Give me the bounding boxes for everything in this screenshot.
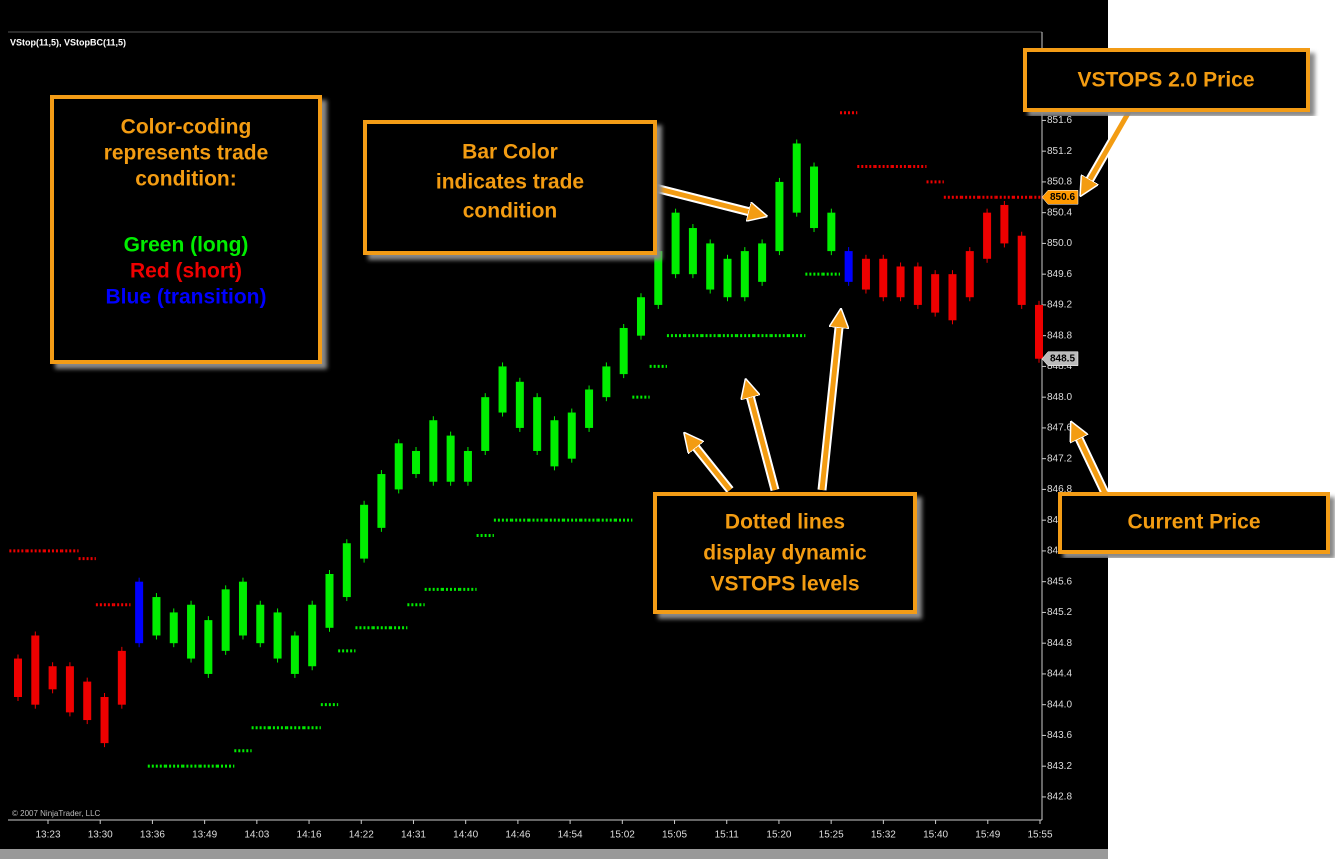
arrows [654,108,1133,495]
y-tick-label: 843.2 [1047,761,1072,772]
box-vstops-price [1023,48,1310,112]
box-text: VSTOPS levels [710,573,859,596]
x-tick-label: 14:03 [244,830,269,841]
y-tick-label: 846.8 [1047,484,1072,495]
y-tick-label: 847.6 [1047,423,1072,434]
x-tick-label: 14:46 [505,830,530,841]
y-tick-label: 851.2 [1047,146,1072,157]
x-tick-label: 13:49 [192,830,217,841]
indicator-header: VStop(11,5), VStopBC(11,5) [10,37,126,47]
y-tick-label: 845.2 [1047,607,1072,618]
box-text: represents trade [104,142,269,165]
y-tick-label: 842.8 [1047,792,1072,803]
x-tick-label: 15:25 [819,830,844,841]
x-tick-label: 15:32 [871,830,896,841]
chart-border [0,849,1108,859]
price-tag [1041,190,1079,205]
box-dotted [653,492,917,614]
box-condition [50,95,322,364]
x-tick-label: 15:40 [923,830,948,841]
y-tick-label: 849.6 [1047,269,1072,280]
box-text: Green (long) [124,234,249,257]
price-tag-label: 848.5 [1050,353,1075,364]
box-text: Dotted lines [725,511,845,534]
box-text: Blue (transition) [106,286,267,309]
box-text: Color-coding [121,116,252,139]
x-tick-label: 14:40 [453,830,478,841]
x-tick-label: 13:30 [88,830,113,841]
box-text: display dynamic [703,542,867,565]
y-tick-label: 848.0 [1047,392,1072,403]
x-tick-label: 15:55 [1027,830,1052,841]
y-tick-label: 850.8 [1047,177,1072,188]
x-tick-label: 14:54 [558,830,583,841]
box-text: Bar Color [462,141,558,164]
x-tick-label: 15:05 [662,830,687,841]
box-text: condition [463,200,557,223]
y-tick-label: 850.4 [1047,207,1072,218]
x-tick-label: 13:23 [35,830,60,841]
x-tick-label: 15:02 [610,830,635,841]
price-tag-label: 850.6 [1050,192,1075,203]
box-text: Current Price [1127,511,1260,534]
box-text: condition: [135,168,236,191]
copyright: © 2007 NinjaTrader, LLC [12,809,101,818]
y-tick-label: 848.4 [1047,361,1072,372]
x-tick-label: 14:31 [401,830,426,841]
plot: 842.8 843.2 843.6 844.0 844.4 844.8 845.2 845.6… [9,111,1079,841]
y-tick-label: 844.0 [1047,699,1072,710]
y-tick-label: 845.6 [1047,576,1072,587]
y-tick-label: 849.2 [1047,300,1072,311]
box-text: VSTOPS 2.0 Price [1077,69,1254,92]
x-tick-label: 13:36 [140,830,165,841]
y-tick-label: 851.6 [1047,115,1072,126]
box-bar-color [363,120,657,255]
x-tick-label: 15:11 [715,830,740,841]
x-tick-label: 15:20 [766,830,791,841]
box-current [1058,492,1330,554]
y-tick-label: 847.2 [1047,453,1072,464]
y-tick-label: 844.8 [1047,638,1072,649]
annotations: Color-coding represents trade condition:… [50,48,1330,614]
box-text: indicates trade [436,171,584,194]
x-tick-label: 14:16 [297,830,322,841]
price-tag [1041,351,1079,366]
x-tick-label: 14:22 [349,830,374,841]
y-tick-label: 844.4 [1047,669,1072,680]
y-tick-label: 843.6 [1047,730,1072,741]
x-tick-label: 15:49 [975,830,1000,841]
y-tick-label: 848.8 [1047,330,1072,341]
y-tick-label: 850.0 [1047,238,1072,249]
box-text: Red (short) [130,260,242,283]
